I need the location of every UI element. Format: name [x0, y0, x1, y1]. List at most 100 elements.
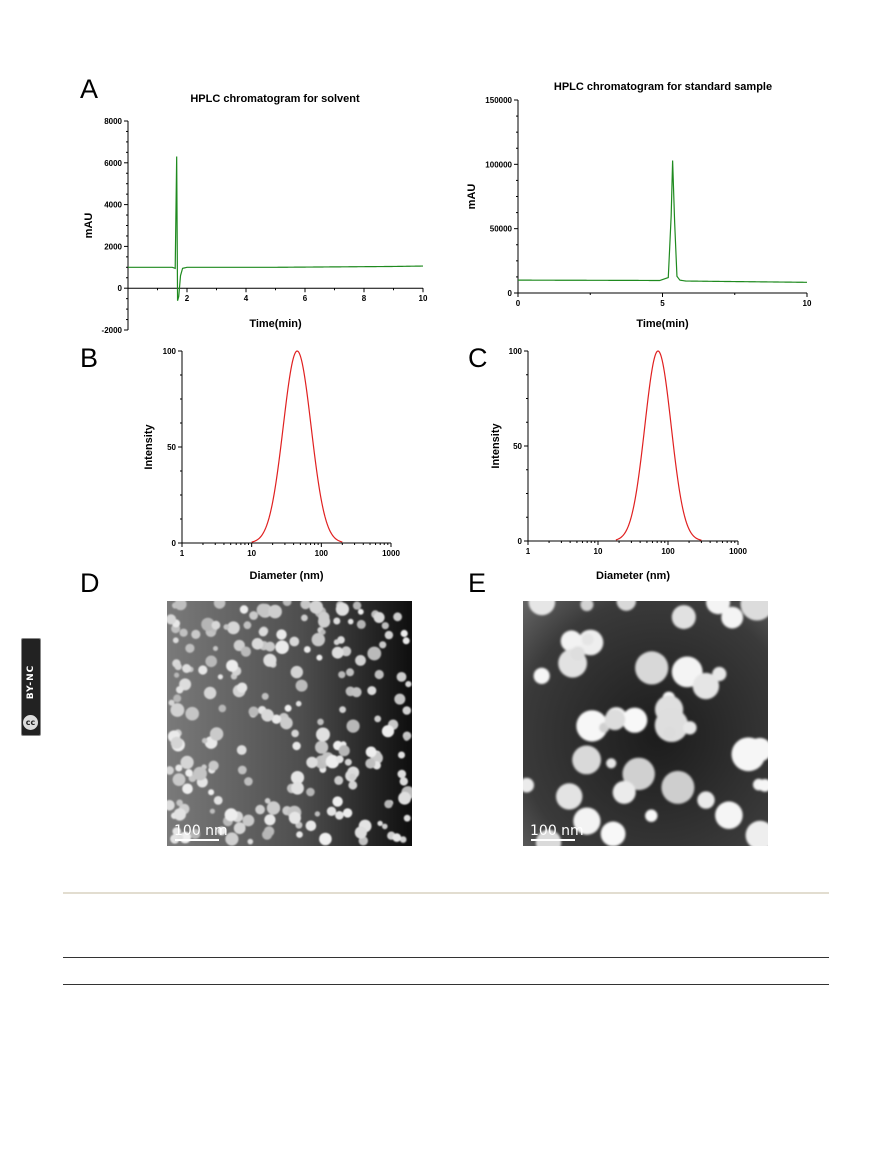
chart0-y-tick-label: 6000 [104, 159, 122, 168]
tem-particle [348, 780, 358, 790]
tem-particle [236, 745, 247, 755]
tem-particle [264, 798, 271, 804]
chart1-x-tick-label: 0 [516, 299, 521, 308]
tem-particle [175, 764, 183, 772]
scale-bar-e [531, 839, 575, 841]
tem-particle [334, 775, 344, 785]
chart1-y-tick-label: 100000 [485, 160, 512, 169]
tem-particle [377, 820, 383, 827]
tem-particle [268, 604, 282, 619]
chart1-y-label: mAU [466, 184, 478, 210]
tem-particle [338, 671, 346, 679]
tem-particle [176, 686, 184, 694]
tem-particle [654, 708, 689, 742]
table-rule-top [63, 957, 829, 958]
chart1-x-tick-label: 5 [660, 299, 665, 308]
chart3-y-tick-label: 0 [518, 537, 523, 546]
chart3-x-tick-label: 10 [594, 547, 603, 556]
tem-particle [354, 826, 367, 839]
tem-particle [572, 745, 601, 775]
tem-particle [318, 611, 330, 623]
tem-particle [402, 706, 412, 715]
tem-particle [251, 638, 264, 650]
tem-particle [740, 601, 768, 621]
tem-particle [316, 727, 330, 742]
tem-particle [276, 629, 287, 640]
tem-particle [398, 751, 405, 759]
tem-particle [403, 814, 411, 822]
tem-particle [182, 783, 193, 795]
chart3-y-tick-label: 50 [513, 442, 522, 451]
tem-particle [325, 754, 340, 769]
tem-particle [262, 829, 273, 840]
tem-particle [367, 686, 377, 696]
tem-particle [244, 777, 253, 786]
tem-particle [402, 637, 410, 645]
chart0-x-tick-label: 8 [362, 294, 367, 303]
tem-particle [179, 628, 188, 637]
panel-label-c: C [468, 343, 488, 373]
panel-label-b: B [80, 343, 99, 373]
tem-particle [347, 618, 354, 625]
tem-particle [167, 766, 174, 775]
tem-micrograph-e [523, 601, 768, 846]
tem-particle [384, 630, 394, 640]
tem-particle [356, 619, 366, 629]
chart3-x-tick-label: 100 [661, 547, 675, 556]
tem-particle [224, 808, 238, 822]
chart1-x-tick-label: 10 [803, 299, 812, 308]
tem-particle [392, 833, 402, 842]
chart0-y-tick-label: 0 [118, 284, 123, 293]
tem-particle [314, 811, 321, 817]
tem-particle [303, 646, 311, 653]
tem-particle [344, 758, 352, 766]
tem-particle [185, 643, 195, 653]
tem-particle [290, 665, 303, 679]
chart3-series-line [615, 350, 702, 541]
tem-particle [182, 664, 192, 673]
tem-particle [225, 832, 239, 846]
tem-particle [193, 766, 207, 781]
tem-particle [645, 809, 658, 822]
tem-particle [190, 828, 201, 840]
tem-particle [523, 777, 534, 793]
tem-particle [374, 715, 382, 723]
tem-particle [205, 655, 217, 668]
tem-particle [198, 665, 208, 675]
tem-particle [168, 699, 175, 706]
tem-particle [284, 704, 292, 712]
tem-image-e: 100 nm [523, 601, 768, 846]
chart0-x-tick-label: 4 [244, 294, 249, 303]
tem-particle [203, 686, 217, 700]
chart0-x-tick-label: 10 [419, 294, 428, 303]
tem-particle [396, 672, 407, 682]
tem-particle [170, 703, 185, 717]
tem-particle [384, 799, 393, 809]
scale-label-d: 100 nm [174, 823, 228, 839]
tem-particle [349, 773, 356, 781]
tem-particle [341, 646, 352, 657]
tem-particle [173, 694, 182, 703]
tem-particle [239, 605, 249, 614]
tem-particle [271, 714, 282, 724]
tem-particle [247, 838, 254, 845]
tem-particle [721, 606, 744, 629]
tem-particle [176, 799, 183, 807]
tem-particle [300, 601, 311, 610]
tem-image-d: 100 nm [167, 601, 412, 846]
tem-particle [305, 820, 317, 832]
tem-particle [213, 796, 223, 805]
tem-particle [697, 791, 715, 809]
tem-particle [191, 629, 201, 639]
tem-particle [173, 808, 186, 821]
tem-particle [236, 682, 248, 693]
tem-particle [338, 745, 350, 757]
tem-particle [311, 632, 325, 647]
tem-particle [291, 729, 299, 738]
tem-particle [170, 736, 183, 749]
chart2-y-tick-label: 50 [167, 443, 176, 452]
tem-particle [335, 811, 344, 820]
tem-particle [535, 829, 562, 846]
tem-particle [301, 614, 308, 622]
